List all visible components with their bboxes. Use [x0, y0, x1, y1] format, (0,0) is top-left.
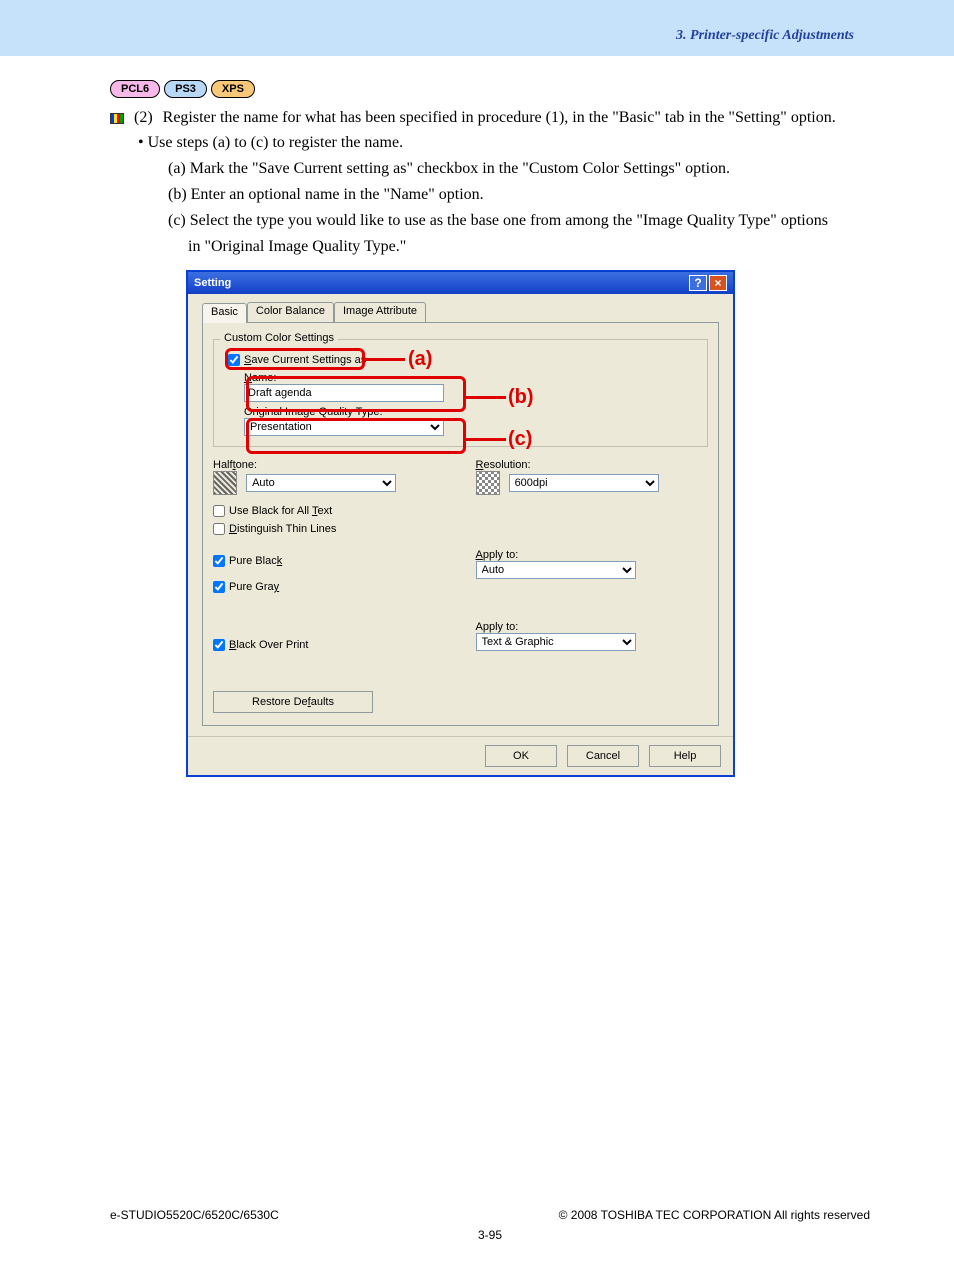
use-black-text-label: Use Black for All Text [229, 505, 332, 517]
dialog-titlebar: Setting ? × [188, 272, 733, 294]
apply-to-select-1[interactable]: Auto [476, 561, 636, 579]
halftone-label: Halftone: [213, 459, 446, 471]
pure-gray-label: Pure Gray [229, 581, 279, 593]
section-title: 3. Printer-specific Adjustments [676, 28, 854, 44]
original-image-quality-type-select[interactable]: Presentation [244, 418, 444, 436]
footer-page: 3-95 [478, 1228, 502, 1242]
distinguish-thin-lines-label: Distinguish Thin Lines [229, 523, 336, 535]
step-c1: (c) Select the type you would like to us… [168, 208, 870, 234]
step-num: (2) [134, 109, 153, 126]
step-text: Register the name for what has been spec… [163, 109, 836, 126]
tab-panel-basic: Custom Color Settings Save Current Setti… [202, 322, 719, 726]
black-over-print-label: Black Over Print [229, 639, 308, 651]
pure-black-checkbox[interactable] [213, 555, 225, 567]
oiqt-label: Original Image Quality Type: [244, 406, 697, 418]
halftone-select[interactable]: Auto [246, 474, 396, 492]
halftone-resolution-row: Halftone: Auto Resolution: 600dpi [213, 459, 708, 495]
name-field[interactable] [244, 384, 444, 402]
save-current-settings-checkbox[interactable] [228, 354, 240, 366]
tab-image-attribute[interactable]: Image Attribute [334, 302, 426, 322]
step-a: (a) Mark the "Save Current setting as" c… [168, 156, 870, 182]
tabs-row: Basic Color Balance Image Attribute [202, 302, 719, 322]
tag-ps3: PS3 [164, 80, 207, 98]
step-bullet: • Use steps (a) to (c) to register the n… [138, 130, 870, 156]
footer-right: © 2008 TOSHIBA TEC CORPORATION All right… [559, 1208, 870, 1222]
resolution-select[interactable]: 600dpi [509, 474, 659, 492]
resolution-icon [476, 471, 500, 495]
help-icon[interactable]: ? [689, 275, 707, 291]
content-area: PCL6 PS3 XPS (2) Register the name for w… [110, 80, 870, 777]
tag-xps: XPS [211, 80, 255, 98]
page-header: 3. Printer-specific Adjustments [0, 0, 954, 56]
dialog-button-row: OK Cancel Help [188, 736, 733, 775]
resolution-label: Resolution: [476, 459, 709, 471]
step-b: (b) Enter an optional name in the "Name"… [168, 182, 870, 208]
use-black-text-checkbox[interactable] [213, 505, 225, 517]
help-button[interactable]: Help [649, 745, 721, 767]
black-over-print-checkbox[interactable] [213, 639, 225, 651]
color-marker-icon [110, 113, 124, 124]
save-current-settings-label: Save Current Settings as [244, 354, 366, 366]
step-2: (2) Register the name for what has been … [110, 106, 870, 130]
pure-black-label: Pure Black [229, 555, 282, 567]
apply-to-label-1: Apply to: [476, 549, 709, 561]
tab-basic[interactable]: Basic [202, 303, 247, 323]
dialog-title-text: Setting [194, 272, 231, 294]
distinguish-thin-lines-checkbox[interactable] [213, 523, 225, 535]
cancel-button[interactable]: Cancel [567, 745, 639, 767]
setting-dialog: Setting ? × Basic Color Balance Image At… [186, 270, 735, 777]
tab-color-balance[interactable]: Color Balance [247, 302, 334, 322]
ok-button[interactable]: OK [485, 745, 557, 767]
pure-gray-checkbox[interactable] [213, 581, 225, 593]
tag-pcl6: PCL6 [110, 80, 160, 98]
apply-to-select-2[interactable]: Text & Graphic [476, 633, 636, 651]
custom-color-settings-group: Custom Color Settings Save Current Setti… [213, 339, 708, 447]
dialog-body: Basic Color Balance Image Attribute Cust… [188, 294, 733, 736]
restore-defaults-button[interactable]: Restore Defaults [213, 691, 373, 713]
driver-tags: PCL6 PS3 XPS [110, 80, 870, 98]
apply-to-label-2: Apply to: [476, 621, 709, 633]
footer-left: e-STUDIO5520C/6520C/6530C [110, 1208, 279, 1222]
name-label: Name: [244, 372, 697, 384]
group-title: Custom Color Settings [220, 332, 338, 344]
page-footer: e-STUDIO5520C/6520C/6530C © 2008 TOSHIBA… [110, 1208, 870, 1222]
halftone-icon [213, 471, 237, 495]
close-icon[interactable]: × [709, 275, 727, 291]
step-c2: in "Original Image Quality Type." [188, 234, 870, 260]
